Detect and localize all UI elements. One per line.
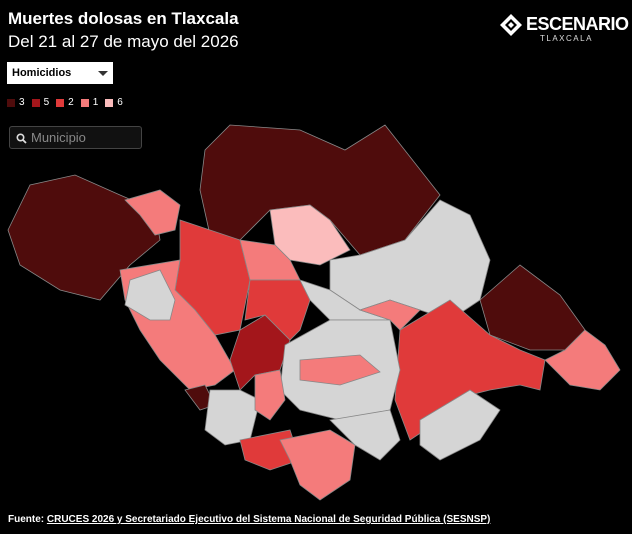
municipality[interactable] [124,269,176,321]
municipality[interactable] [279,429,356,501]
legend-swatch [80,98,89,107]
search-box[interactable]: Municipio [9,126,142,149]
source: Fuente: CRUCES 2026 y Secretariado Ejecu… [8,514,490,525]
logo-text: ESCENARIO [526,14,629,34]
legend-item: 6 [105,97,123,108]
legend-swatch [105,98,114,107]
municipality[interactable] [7,174,161,301]
search-placeholder: Municipio [31,130,86,145]
municipality[interactable] [204,389,261,446]
municipality[interactable] [254,369,286,421]
legend-label: 1 [92,97,99,108]
municipality[interactable] [124,189,181,236]
municipality[interactable] [394,299,546,441]
legend-item: 3 [7,97,25,108]
municipality[interactable] [479,264,586,351]
municipality[interactable] [299,354,381,386]
legend-item: 2 [56,97,74,108]
source-prefix: Fuente: [8,514,45,525]
search-icon [16,133,27,144]
legend-label: 6 [117,97,123,108]
map [7,124,621,501]
municipality[interactable] [544,329,621,391]
legend: 3 5 2 1 6 [7,97,123,108]
logo-icon [500,14,522,36]
legend-item: 5 [31,97,50,108]
source-link[interactable]: CRUCES 2026 y Secretariado Ejecutivo del… [46,514,491,525]
subtitle: Del 21 al 27 de mayo del 2026 [8,32,239,51]
municipality[interactable] [329,409,401,461]
municipality[interactable] [239,239,301,281]
logo: ESCENARIO TLAXCALA [500,12,629,46]
legend-label: 5 [43,97,50,108]
dropdown-label: Homicidios [12,67,72,79]
legend-swatch [31,98,40,107]
municipality[interactable] [358,299,421,331]
logo-subtext: TLAXCALA [540,34,593,43]
legend-item: 1 [80,97,99,108]
legend-label: 2 [68,97,74,108]
dropdown-arrow [98,71,108,76]
title: Muertes dolosas en Tlaxcala [8,9,239,28]
legend-label: 3 [19,97,25,108]
municipality[interactable] [419,389,501,461]
legend-swatch [7,98,15,107]
legend-swatch [56,98,65,107]
indicator-dropdown[interactable]: Homicidios [7,62,113,84]
